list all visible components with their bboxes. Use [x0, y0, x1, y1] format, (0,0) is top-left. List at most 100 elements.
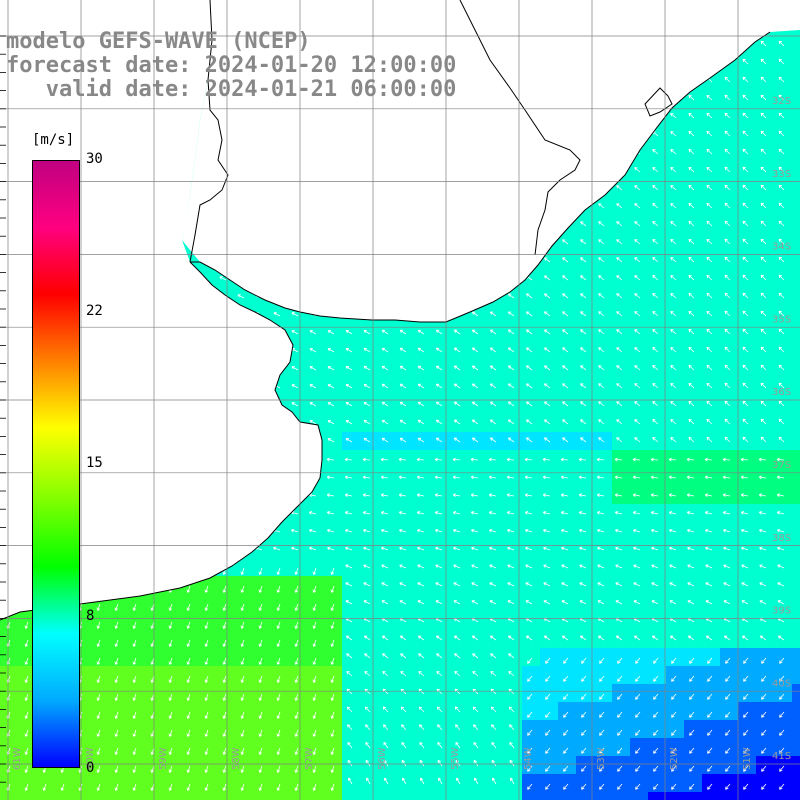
- wind-arrow: [760, 220, 767, 227]
- wind-arrow: [490, 671, 497, 677]
- wind-arrow: [435, 635, 443, 641]
- speed-cell: [234, 720, 252, 738]
- speed-cell: [486, 558, 504, 576]
- wind-arrow: [614, 493, 623, 498]
- wind-arrow: [96, 639, 101, 647]
- wind-arrow: [381, 347, 389, 353]
- wind-arrow: [330, 765, 335, 773]
- wind-arrow: [562, 401, 569, 407]
- speed-cell: [414, 468, 432, 486]
- speed-cell: [558, 702, 576, 720]
- speed-cell: [306, 666, 324, 684]
- speed-cell: [108, 630, 126, 648]
- wind-arrow: [309, 330, 317, 335]
- speed-cell: [792, 126, 800, 144]
- wind-arrow: [760, 346, 767, 353]
- speed-cell: [720, 756, 738, 774]
- wind-arrow: [616, 329, 623, 335]
- speed-cell: [630, 648, 648, 666]
- speed-cell: [0, 630, 18, 648]
- speed-cell: [522, 558, 540, 576]
- wind-arrow: [240, 765, 245, 773]
- speed-cell: [522, 738, 540, 756]
- wind-arrow: [509, 742, 515, 749]
- speed-cell: [648, 738, 666, 756]
- speed-cell: [126, 684, 144, 702]
- wind-arrow: [380, 457, 389, 462]
- speed-cell: [558, 558, 576, 576]
- wind-arrow: [330, 783, 335, 791]
- speed-cell: [630, 684, 648, 702]
- wind-arrow: [347, 742, 353, 749]
- speed-cell: [648, 450, 666, 468]
- wind-arrow: [114, 747, 119, 755]
- wind-arrow: [294, 657, 299, 665]
- wind-arrow: [725, 711, 731, 718]
- wind-arrow: [309, 348, 317, 353]
- wind-arrow: [150, 783, 155, 791]
- wind-arrow: [724, 220, 731, 227]
- colorbar-tick-22: 22: [86, 303, 103, 319]
- wind-arrow: [598, 401, 605, 407]
- wind-arrow: [722, 511, 731, 515]
- speed-cell: [324, 540, 342, 558]
- speed-cell: [324, 774, 342, 792]
- wind-arrow: [777, 600, 785, 605]
- wind-arrow: [580, 275, 587, 281]
- wind-arrow: [742, 238, 749, 245]
- wind-arrow: [258, 693, 263, 701]
- wind-arrow: [544, 437, 551, 443]
- wind-arrow: [579, 564, 587, 569]
- wind-arrow: [635, 711, 641, 718]
- wind-arrow: [599, 765, 605, 772]
- wind-arrow: [561, 564, 569, 569]
- speed-cell: [522, 792, 540, 800]
- wind-arrow: [381, 582, 389, 587]
- speed-cell: [540, 468, 558, 486]
- wind-arrow: [472, 671, 479, 677]
- wind-arrow: [581, 747, 587, 754]
- wind-arrow: [706, 112, 713, 119]
- speed-cell: [270, 666, 288, 684]
- wind-arrow: [327, 438, 335, 443]
- wind-arrow: [132, 765, 137, 773]
- speed-cell: [306, 540, 324, 558]
- wind-arrow: [417, 347, 425, 353]
- wind-arrow: [688, 310, 695, 317]
- speed-cell: [702, 468, 720, 486]
- speed-cell: [108, 666, 126, 684]
- wind-arrow: [760, 364, 767, 371]
- wind-arrow: [24, 657, 29, 665]
- wind-arrow: [114, 765, 119, 773]
- wind-arrow: [740, 457, 749, 462]
- speed-cell: [126, 702, 144, 720]
- wind-arrow: [635, 657, 641, 664]
- wind-arrow: [434, 475, 443, 480]
- speed-cell: [288, 558, 306, 576]
- wind-arrow: [435, 419, 443, 425]
- wind-arrow: [527, 693, 533, 700]
- speed-cell: [630, 666, 648, 684]
- speed-cell: [792, 342, 800, 360]
- speed-cell: [792, 630, 800, 648]
- wind-arrow: [776, 493, 785, 498]
- speed-cell: [612, 738, 630, 756]
- wind-arrow: [345, 402, 353, 407]
- wind-arrow: [24, 693, 29, 701]
- wind-arrow: [689, 711, 695, 718]
- wind-arrow: [760, 94, 767, 101]
- wind-arrow: [204, 747, 209, 755]
- speed-cell: [648, 486, 666, 504]
- wind-arrow: [381, 564, 389, 569]
- wind-arrow: [344, 475, 353, 480]
- wind-arrow: [294, 747, 299, 755]
- speed-cell: [306, 774, 324, 792]
- speed-cell: [252, 738, 270, 756]
- wind-arrow: [434, 511, 443, 515]
- wind-arrow: [132, 603, 137, 611]
- wind-arrow: [704, 493, 713, 498]
- wind-arrow: [365, 759, 371, 767]
- speed-cell: [720, 576, 738, 594]
- speed-cell: [234, 612, 252, 630]
- speed-cell: [522, 540, 540, 558]
